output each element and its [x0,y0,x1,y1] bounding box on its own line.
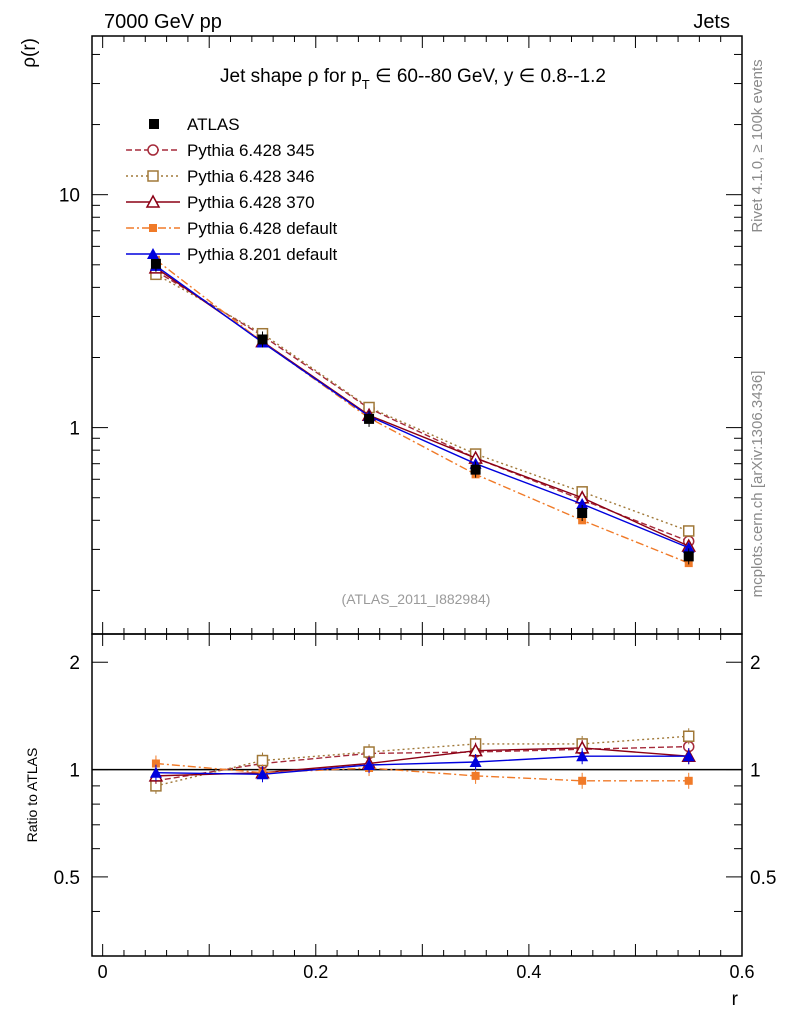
series-point [682,541,695,553]
ratio-line [155,755,689,775]
reference-point [150,258,161,269]
ratio-series-4 [149,748,695,783]
x-axis-label: r [732,989,739,1010]
ratio-y-axis-label: Ratio to ATLAS [24,748,40,843]
ratio-tick-label-left: 1 [69,761,80,782]
x-tick-label: 0.2 [303,962,328,982]
ratio-series-2 [148,739,696,784]
legend: ATLAS Pythia 6.428 345 Pythia 6.428 346 Pyt… [126,115,338,264]
series-line [155,265,689,549]
y-tick-label: 1 [69,419,80,440]
x-tick-label: 0.6 [729,962,754,982]
ratio-tick-label-left: 0.5 [54,868,80,889]
series-point [576,497,589,509]
ratio-line [155,762,689,782]
axis-ticks: 0 0.2 0.4 0.6 1 10 0.5 0.5 1 1 2 2 [54,36,776,982]
series-2 [148,260,696,552]
series-curves [148,255,696,568]
chart-title: Jet shape ρ for pT ∈ 60--80 GeV, y ∈ 0.8… [220,66,606,92]
legend-label: Pythia 6.428 346 [187,167,315,186]
reference-point [364,413,375,424]
ratio-point [469,756,482,768]
x-tick-label: 0 [98,962,108,982]
ratio-point [682,730,695,743]
category-label: Jets [693,11,730,33]
legend-item-0: Pythia 6.428 345 [126,141,315,160]
reference-point [577,507,588,518]
ratio-tick-label-right: 1 [750,761,761,782]
legend-label: Pythia 6.428 370 [187,193,315,212]
ratio-point [682,750,695,762]
ratio-point [256,768,269,780]
energy-label: 7000 GeV pp [104,11,222,33]
chart-title-subscript: T [362,77,370,92]
ratio-tick-label-left: 2 [69,653,80,674]
legend-item-4: Pythia 8.201 default [126,245,338,264]
ratio-point [149,766,162,778]
ratio-point [256,754,269,767]
ratio-point [684,776,693,785]
legend-marker [149,119,159,129]
legend-marker [147,144,159,156]
ratio-series-1 [150,728,695,794]
ratio-curves [148,728,696,794]
x-tick-label: 0.4 [516,962,541,982]
side-label-rivet: Rivet 4.1.0, ≥ 100k events [749,59,766,232]
ratio-tick-label-right: 0.5 [750,868,776,889]
ratio-panel-frame [91,633,743,957]
side-label-mcplots: mcplots.cern.ch [arXiv:1306.3436] [749,371,766,598]
reference-point [257,334,268,345]
series-4 [149,259,695,553]
ratio-line [155,735,689,787]
legend-label: Pythia 8.201 default [187,245,338,264]
legend-marker [149,224,157,232]
reference-point [470,464,481,475]
legend-marker [145,194,161,208]
ratio-series-3 [151,755,693,789]
ratio-point [363,758,376,770]
legend-marker [147,248,159,259]
series-line [155,267,690,547]
series-line [155,273,689,532]
legend-marker [147,170,159,182]
ratio-tick-label-right: 2 [750,653,761,674]
y-axis-label: ρ(r) [19,38,40,68]
ratio-point [576,750,589,762]
series-3 [151,255,693,568]
ratio-line [155,747,689,777]
series-line [155,259,689,564]
legend-item-atlas: ATLAS [149,115,240,134]
y-tick-label: 10 [59,186,80,207]
analysis-tag: (ATLAS_2011_I882984) [342,591,491,607]
legend-item-2: Pythia 6.428 370 [126,193,315,212]
legend-label: Pythia 6.428 345 [187,141,315,160]
legend-label: ATLAS [187,115,240,134]
ratio-point [578,776,587,785]
ratio-point [471,771,480,780]
legend-item-3: Pythia 6.428 default [126,219,338,238]
series-0 [150,265,695,548]
legend-label: Pythia 6.428 default [187,219,338,238]
legend-item-1: Pythia 6.428 346 [126,167,315,186]
chart-title-prefix: Jet shape ρ for p [220,66,362,87]
chart-title-suffix: ∈ 60--80 GeV, y ∈ 0.8--1.2 [370,66,606,87]
series-point [682,525,695,537]
ratio-point [151,759,160,768]
series-1 [150,268,695,537]
series-line [155,270,689,542]
reference-series [150,255,694,565]
reference-point [683,551,694,562]
